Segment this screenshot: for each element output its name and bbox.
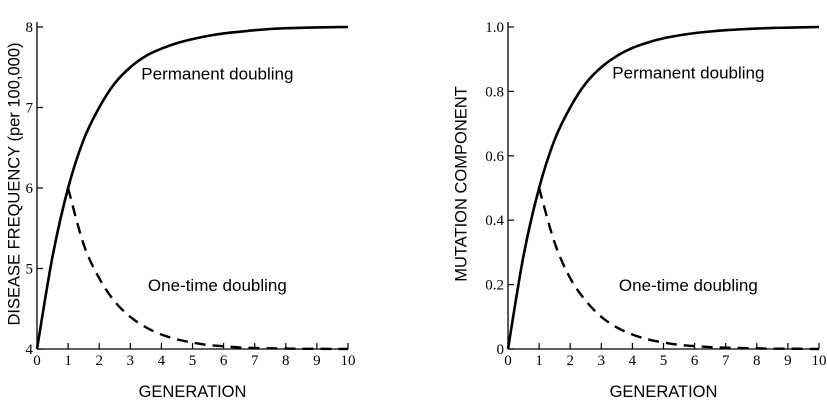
x-tick-label: 4	[629, 353, 637, 369]
x-tick-label: 6	[691, 353, 699, 369]
y-tick-label: 0.6	[485, 149, 504, 165]
y-tick-label: 5	[26, 262, 34, 278]
y-tick-label: 4	[26, 342, 34, 358]
x-tick-label: 1	[535, 353, 543, 369]
curve-label: Permanent doubling	[141, 64, 293, 83]
x-tick-label: 3	[598, 353, 606, 369]
x-tick-label: 9	[784, 353, 792, 369]
x-tick-label: 1	[64, 353, 72, 369]
x-tick-label: 2	[566, 353, 574, 369]
x-tick-label: 0	[33, 353, 41, 369]
y-tick-label: 0	[497, 342, 505, 358]
x-tick-label: 10	[812, 353, 827, 369]
x-tick-label: 8	[282, 353, 290, 369]
permanent-doubling-curve	[506, 25, 820, 350]
curve-label: One-time doubling	[148, 276, 287, 295]
y-tick-label: 0.4	[485, 213, 504, 229]
curve-label: Permanent doubling	[612, 64, 764, 83]
y-tick-label: 0.2	[485, 278, 504, 294]
y-tick-label: 6	[26, 181, 34, 197]
x-tick-label: 10	[341, 353, 356, 369]
one-time-doubling-curve	[537, 187, 820, 351]
x-tick-label: 7	[722, 353, 730, 369]
x-axis-title: GENERATION	[610, 383, 718, 401]
x-tick-label: 8	[753, 353, 761, 369]
x-tick-label: 5	[660, 353, 668, 369]
x-tick-label: 2	[95, 353, 103, 369]
x-axis-title: GENERATION	[139, 383, 247, 401]
x-tick-label: 0	[504, 353, 512, 369]
y-axis-title: MUTATION COMPONENT	[452, 86, 470, 282]
chart-panel-1: 0 1 2 3 4 5 6 7 8 9 10 4 5 6 7 8 GENERATION DISEASE FREQU…	[5, 20, 355, 401]
permanent-doubling-curve	[35, 25, 349, 350]
y-axis-title: DISEASE FREQUENCY (per 100,000)	[5, 42, 23, 325]
one-time-doubling-curve	[66, 187, 349, 351]
y-tick-label: 1.0	[485, 20, 504, 36]
chart-panel-2: 0 1 2 3 4 5 6 7 8 9 10 0 0.2 0.4 0.6 0.8 1.0 GENERATION MU…	[452, 20, 826, 401]
y-tick-label: 7	[26, 101, 34, 117]
x-tick-label: 7	[251, 353, 259, 369]
x-tick-label: 6	[220, 353, 228, 369]
x-tick-label: 4	[158, 353, 166, 369]
x-tick-label: 3	[127, 353, 135, 369]
y-tick-label: 8	[26, 20, 34, 36]
x-tick-label: 9	[313, 353, 321, 369]
curve-label: One-time doubling	[619, 276, 758, 295]
x-tick-label: 5	[189, 353, 197, 369]
y-tick-label: 0.8	[485, 84, 504, 100]
